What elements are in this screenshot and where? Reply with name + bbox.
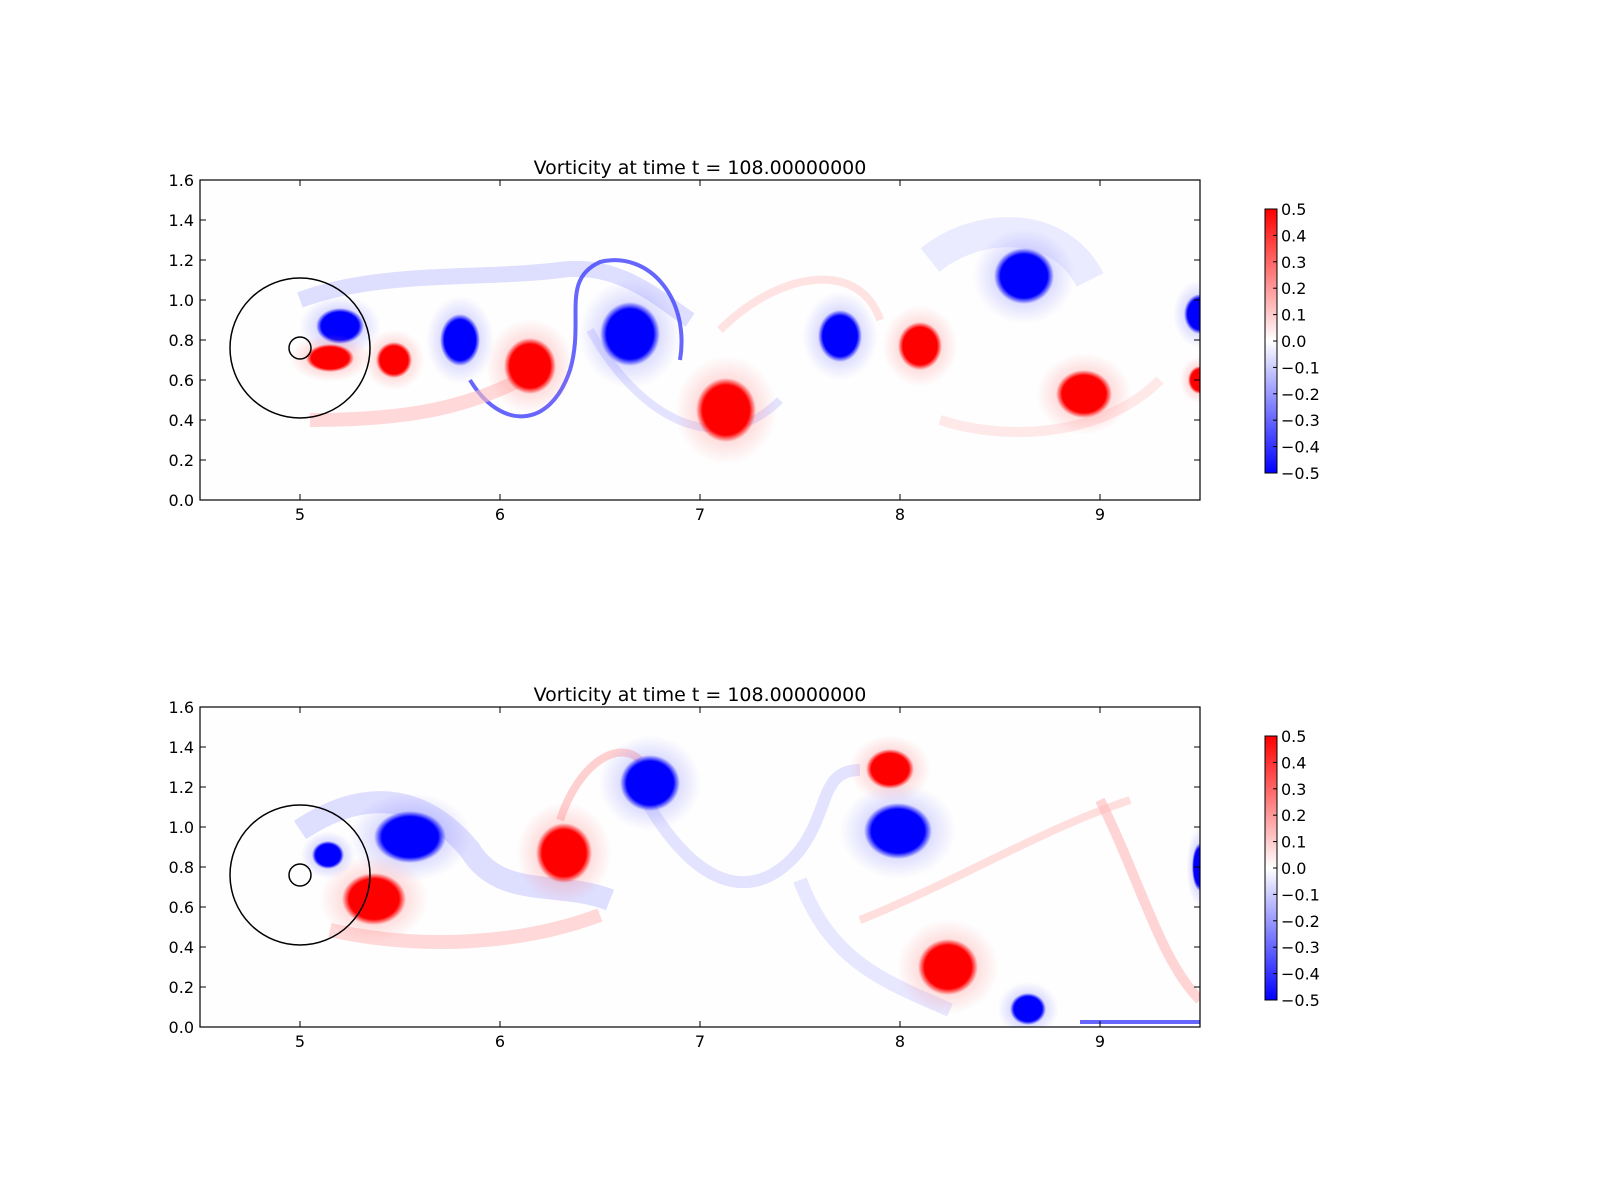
x-tick-label: 6: [495, 505, 505, 524]
rotor-circles: [229, 277, 371, 419]
positive-vortex: [696, 378, 756, 442]
vorticity-panel-top: Vorticity at time t = 108.00000000 5 6 7 8 9…: [169, 157, 1320, 524]
colorbar-tick-label: 0.4: [1281, 226, 1306, 245]
colorbar-tick-label: 0.3: [1281, 780, 1306, 799]
negative-vortex: [440, 314, 480, 366]
colorbar-tick-label: −0.2: [1281, 912, 1320, 931]
negative-vortex: [1010, 993, 1046, 1025]
y-tick-label: 0.8: [169, 858, 194, 877]
vortex-cores: [289, 228, 1200, 465]
positive-vortex: [504, 338, 556, 394]
y-tick-label: 1.6: [169, 171, 194, 190]
negative-vortex: [818, 310, 862, 362]
x-tick-label: 8: [895, 505, 905, 524]
shear-filament: [858, 796, 1132, 924]
colorbar-tick-label: −0.3: [1281, 938, 1320, 957]
negative-vortex: [312, 841, 344, 869]
field-layer: [289, 217, 1200, 465]
colorbar-tick-label: 0.0: [1281, 859, 1306, 878]
colorbar-tick-label: 0.3: [1281, 253, 1306, 272]
positive-vortex: [342, 873, 406, 925]
y-tick-label: 0.0: [169, 1018, 194, 1037]
colorbar-tick-label: −0.1: [1281, 885, 1320, 904]
negative-vortex: [374, 811, 446, 863]
colorbar: 0.5 0.4 0.3 0.2 0.1 0.0 −0.1 −0.2 −0.3 −0.4 −0.5: [1264, 200, 1320, 483]
y-tick-label: 0.4: [169, 411, 194, 430]
rotor-circle: [229, 804, 371, 946]
panel-title: Vorticity at time t = 108.00000000: [534, 684, 867, 706]
y-tick-label: 0.0: [169, 491, 194, 510]
rotor-circles: [229, 804, 371, 946]
y-tick-label: 0.2: [169, 451, 194, 470]
field-layer: [293, 735, 1200, 1027]
panel-title: Vorticity at time t = 108.00000000: [534, 157, 867, 179]
negative-vortex: [620, 755, 680, 811]
positive-vortex: [306, 344, 354, 372]
positive-vortex: [866, 749, 914, 789]
positive-vortex: [898, 322, 942, 370]
y-tick-label: 0.8: [169, 331, 194, 350]
y-tick-label: 1.0: [169, 818, 194, 837]
negative-vortex: [994, 248, 1054, 304]
x-tick-label: 5: [295, 1032, 305, 1051]
colorbar-tick-label: 0.0: [1281, 332, 1306, 351]
x-axis: 5 6 7 8 9: [295, 707, 1105, 1051]
x-tick-label: 7: [695, 1032, 705, 1051]
y-axis: 0.0 0.2 0.4 0.6 0.8 1.0 1.2 1.4 1.6: [169, 698, 1200, 1037]
x-tick-label: 5: [295, 505, 305, 524]
y-tick-label: 1.2: [169, 778, 194, 797]
colorbar-tick-label: −0.4: [1281, 438, 1320, 457]
colorbar-tick-label: −0.2: [1281, 385, 1320, 404]
colorbar-tick-label: 0.2: [1281, 806, 1306, 825]
colorbar-tick-label: 0.4: [1281, 753, 1306, 772]
rotor-circle: [288, 863, 312, 887]
colorbar-tick-label: 0.5: [1281, 200, 1306, 219]
rotor-circle: [288, 336, 312, 360]
colorbar-tick-label: 0.2: [1281, 279, 1306, 298]
colorbar-tick-label: 0.1: [1281, 833, 1306, 852]
x-tick-label: 7: [695, 505, 705, 524]
colorbar-tick-label: 0.1: [1281, 306, 1306, 325]
positive-vortex: [376, 342, 412, 378]
shear-filament: [468, 258, 684, 419]
x-tick-label: 9: [1095, 1032, 1105, 1051]
y-tick-label: 1.6: [169, 698, 194, 717]
y-tick-label: 1.4: [169, 211, 194, 230]
y-tick-label: 1.4: [169, 738, 194, 757]
colorbar-ticks: 0.5 0.4 0.3 0.2 0.1 0.0 −0.1 −0.2 −0.3 −0.4 −0.5: [1273, 727, 1320, 1010]
colorbar-tick-label: −0.3: [1281, 411, 1320, 430]
colorbar-tick-label: 0.5: [1281, 727, 1306, 746]
positive-vortex: [918, 939, 978, 995]
x-tick-label: 6: [495, 1032, 505, 1051]
colorbar: 0.5 0.4 0.3 0.2 0.1 0.0 −0.1 −0.2 −0.3 −0.4 −0.5: [1264, 727, 1320, 1010]
colorbar-tick-label: −0.1: [1281, 358, 1320, 377]
shear-filament: [717, 275, 884, 333]
y-tick-label: 0.6: [169, 898, 194, 917]
x-tick-label: 9: [1095, 505, 1105, 524]
shear-filament: [938, 376, 1164, 437]
vortex-cores: [300, 735, 1200, 1027]
negative-vortex: [864, 803, 932, 859]
x-axis: 5 6 7 8 9: [295, 180, 1105, 524]
colorbar-ticks: 0.5 0.4 0.3 0.2 0.1 0.0 −0.1 −0.2 −0.3 −0.4 −0.5: [1273, 200, 1320, 483]
shear-filament: [1095, 797, 1200, 1004]
shear-filament: [634, 764, 861, 888]
negative-vortex: [600, 302, 660, 366]
y-axis: 0.0 0.2 0.4 0.6 0.8 1.0 1.2 1.4 1.6: [169, 171, 1200, 510]
y-tick-label: 1.0: [169, 291, 194, 310]
x-tick-label: 8: [895, 1032, 905, 1051]
y-tick-label: 0.4: [169, 938, 194, 957]
positive-vortex: [536, 823, 592, 883]
y-tick-label: 0.2: [169, 978, 194, 997]
vorticity-panel-bottom: Vorticity at time t = 108.00000000 5 6 7 8 9…: [169, 684, 1320, 1051]
colorbar-tick-label: −0.4: [1281, 965, 1320, 984]
colorbar-tick-label: −0.5: [1281, 464, 1320, 483]
positive-vortex: [1056, 370, 1112, 418]
rotor-circle: [229, 277, 371, 419]
negative-vortex: [1184, 294, 1200, 334]
y-tick-label: 0.6: [169, 371, 194, 390]
colorbar-tick-label: −0.5: [1281, 991, 1320, 1010]
y-tick-label: 1.2: [169, 251, 194, 270]
